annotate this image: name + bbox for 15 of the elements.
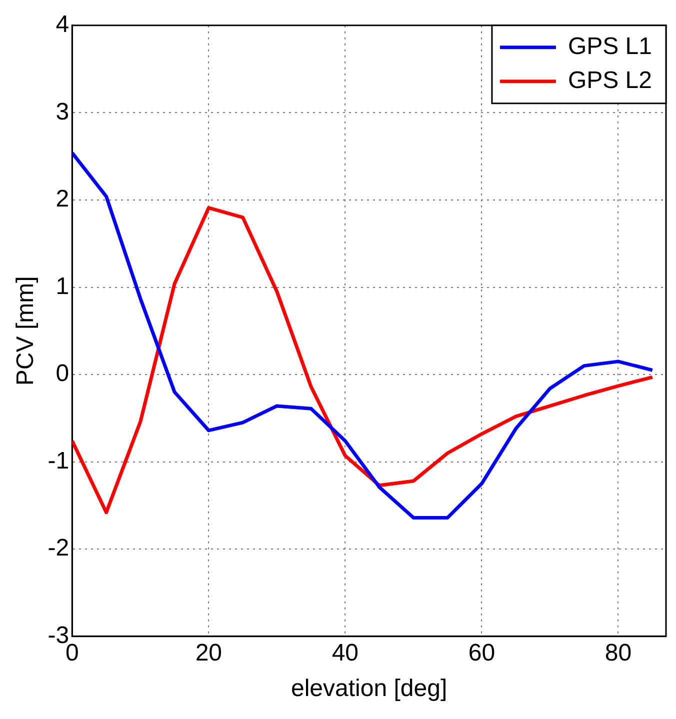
y-tick-label: 4 xyxy=(56,11,70,38)
x-tick-label: 80 xyxy=(604,639,632,666)
x-axis-title: elevation [deg] xyxy=(291,675,448,702)
x-tick-label: 60 xyxy=(468,639,496,666)
legend-label: GPS L2 xyxy=(568,67,652,94)
x-tick-label: 20 xyxy=(195,639,222,666)
y-tick-label: 3 xyxy=(56,98,70,126)
y-tick-label: -2 xyxy=(48,534,70,562)
y-axis-title: PCV [mm] xyxy=(12,276,40,386)
y-tick-label: 1 xyxy=(56,272,70,300)
y-tick-label: 0 xyxy=(56,360,70,388)
legend-label: GPS L1 xyxy=(568,33,652,60)
x-tick-label: 40 xyxy=(332,639,359,666)
y-tick-label: 2 xyxy=(56,186,70,213)
y-tick-label: -1 xyxy=(48,447,70,474)
